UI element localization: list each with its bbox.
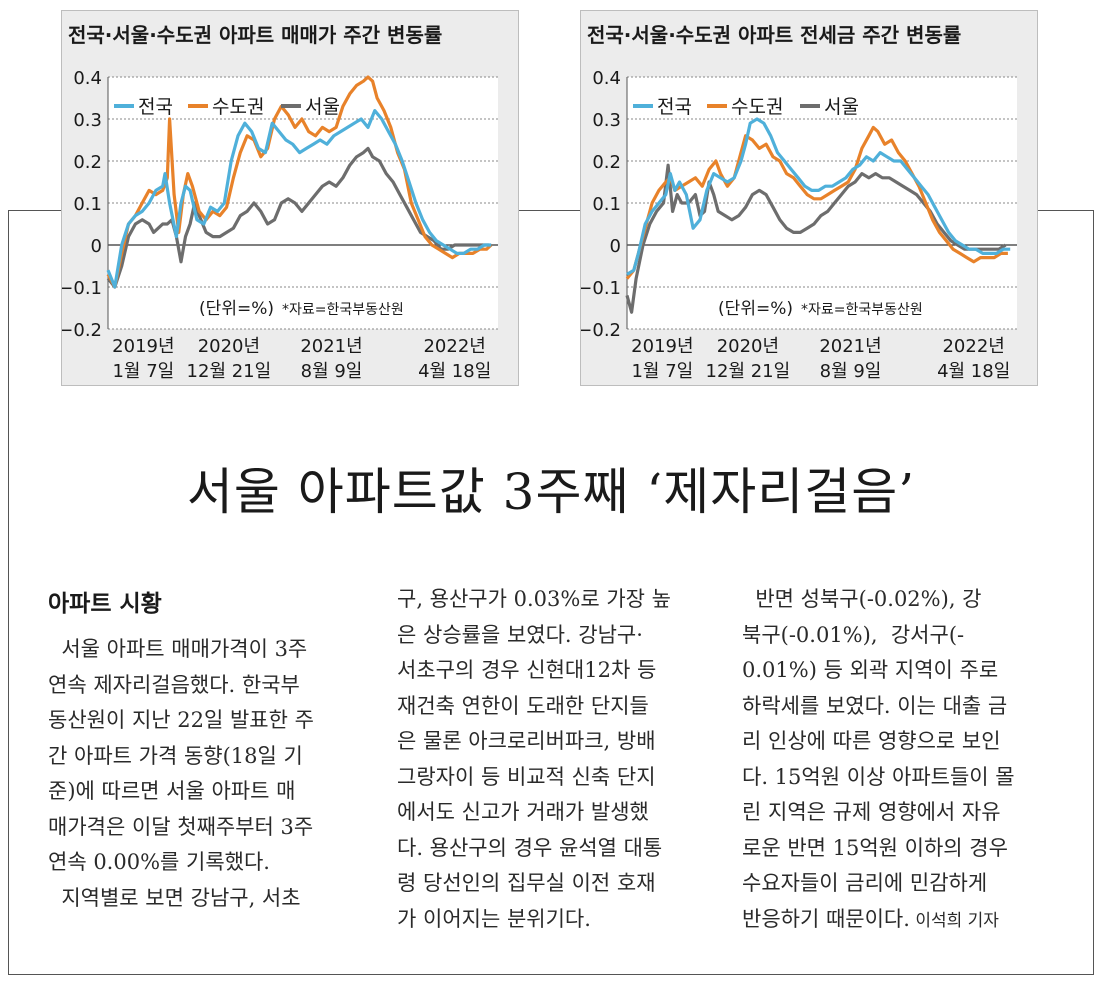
article-line: 그랑자이 등 비교적 신축 단지 bbox=[397, 764, 656, 789]
article-line: 가 이어지는 분위기다. bbox=[397, 906, 591, 931]
article-line: 에서도 신고가 거래가 발생했 bbox=[397, 800, 649, 824]
y-tick-label: −0.1 bbox=[62, 278, 102, 299]
article-headline: 서울 아파트값 3주째 ‘제자리걸음’ bbox=[186, 463, 916, 521]
y-tick-label: 0 bbox=[91, 236, 102, 257]
x-tick-year: 2020년 bbox=[198, 336, 260, 357]
series-line-metro bbox=[106, 75, 493, 289]
series-line-metro bbox=[625, 125, 1008, 280]
unit-note: (단위=%) bbox=[199, 299, 274, 319]
article-line: 구, 용산구가 0.03%로 가장 높 bbox=[397, 587, 671, 611]
article-line: 서울 아파트 매매가격이 3주 bbox=[48, 637, 308, 661]
article-line: 연속 제자리걸음했다. 한국부 bbox=[48, 672, 300, 697]
y-tick-label: −0.2 bbox=[581, 320, 621, 341]
chart-title: 전국·서울·수도권 아파트 전세금 주간 변동률 bbox=[587, 23, 961, 47]
article-line: 다. 용산구의 경우 윤석열 대통 bbox=[397, 835, 663, 860]
x-tick-year: 2021년 bbox=[300, 336, 362, 357]
article-line: 하락세를 보였다. 이는 대출 금 bbox=[742, 693, 1008, 718]
x-tick-date: 4월 18일 bbox=[418, 361, 491, 382]
series-line-national bbox=[626, 117, 1011, 276]
byline: 이석희 기자 bbox=[909, 910, 999, 931]
x-tick-year: 2022년 bbox=[423, 336, 485, 357]
y-tick-label: 0.2 bbox=[592, 152, 621, 173]
x-tick-date: 1월 7일 bbox=[112, 361, 174, 382]
article-line: 지역별로 보면 강남구, 서초 bbox=[48, 885, 301, 910]
section-title: 아파트 시황 bbox=[48, 591, 162, 617]
article-line: 은 상승률을 보였다. 강남구· bbox=[397, 622, 643, 647]
article-line: 수요자들이 금리에 민감하게 bbox=[742, 871, 988, 895]
article-line: 반응하기 때문이다. 이석희 기자 bbox=[742, 906, 999, 931]
x-tick-date: 8월 9일 bbox=[820, 361, 882, 382]
article-line: 령 당선인의 집무실 이전 호재 bbox=[397, 871, 656, 895]
article-line: 다. 15억원 이상 아파트들이 몰 bbox=[742, 764, 1015, 789]
article-line: 서초구의 경우 신현대12차 등 bbox=[397, 658, 657, 682]
x-tick-date: 12월 21일 bbox=[187, 361, 272, 382]
y-tick-label: 0.1 bbox=[73, 194, 102, 215]
article-line: 린 지역은 규제 영향에서 자유 bbox=[742, 800, 1001, 824]
article-line: 북구(-0.01%), 강서구(- bbox=[742, 622, 965, 647]
series-line-national bbox=[106, 108, 492, 289]
x-tick-year: 2021년 bbox=[819, 336, 881, 357]
series-line-seoul bbox=[106, 146, 489, 289]
x-tick-year: 2022년 bbox=[942, 336, 1004, 357]
y-tick-label: −0.2 bbox=[62, 320, 102, 341]
y-tick-label: 0.4 bbox=[592, 68, 621, 89]
article-line: 0.01%) 등 외곽 지역이 주로 bbox=[742, 658, 999, 682]
legend-label: 서울 bbox=[824, 96, 859, 118]
article-line: 간 아파트 가격 동향(18일 기 bbox=[48, 743, 303, 768]
x-tick-date: 8월 9일 bbox=[301, 361, 363, 382]
x-tick-year: 2019년 bbox=[631, 336, 693, 357]
y-tick-label: 0.3 bbox=[592, 110, 621, 131]
sale-price-chart: 전국·서울·수도권 아파트 매매가 주간 변동률 0.4 0.3 0.2 0.1 0 −0.… bbox=[61, 10, 519, 386]
source-note: *자료=한국부동산원 bbox=[282, 302, 404, 318]
unit-note: (단위=%) bbox=[718, 299, 793, 319]
article-line: 로운 반면 15억원 이하의 경우 bbox=[742, 835, 1008, 860]
article-line: 리 인상에 따른 영향으로 보인 bbox=[742, 729, 1001, 753]
legend-label: 전국 bbox=[138, 96, 173, 118]
y-tick-label: 0.2 bbox=[73, 152, 102, 173]
article-line: 연속 0.00%를 기록했다. bbox=[48, 850, 270, 874]
y-tick-label: 0 bbox=[610, 236, 621, 257]
y-tick-label: 0.4 bbox=[73, 68, 102, 89]
x-tick-date: 1월 7일 bbox=[631, 361, 693, 382]
source-note: *자료=한국부동산원 bbox=[801, 302, 923, 318]
article-line: 준)에 따르면 서울 아파트 매 bbox=[48, 779, 296, 803]
y-tick-label: −0.1 bbox=[581, 278, 621, 299]
article-line: 은 물론 아크로리버파크, 방배 bbox=[397, 729, 656, 753]
article-frame bbox=[8, 210, 1094, 975]
x-tick-year: 2019년 bbox=[112, 336, 174, 357]
article-line: 재건축 연한이 도래한 단지들 bbox=[397, 693, 649, 718]
article-line: 반면 성북구(-0.02%), 강 bbox=[742, 587, 982, 611]
jeonse-chart: 전국·서울·수도권 아파트 전세금 주간 변동률 0.4 0.3 0.2 0.1 0 −0.… bbox=[580, 10, 1038, 386]
legend-label: 수도권 bbox=[212, 96, 264, 118]
chart-svg: 전국·서울·수도권 아파트 전세금 주간 변동률 0.4 0.3 0.2 0.1 0 −0.… bbox=[581, 23, 1017, 382]
y-tick-label: 0.1 bbox=[592, 194, 621, 215]
legend-label: 서울 bbox=[305, 96, 340, 118]
chart-svg: 전국·서울·수도권 아파트 매매가 주간 변동률 0.4 0.3 0.2 0.1 0 −0.… bbox=[62, 23, 498, 382]
chart-title: 전국·서울·수도권 아파트 매매가 주간 변동률 bbox=[68, 23, 442, 47]
article-line: 동산원이 지난 22일 발표한 주 bbox=[48, 708, 314, 732]
article-line: 매가격은 이달 첫째주부터 3주 bbox=[48, 814, 314, 839]
series-line-seoul bbox=[625, 163, 1007, 314]
x-tick-date: 12월 21일 bbox=[706, 361, 791, 382]
x-tick-date: 4월 18일 bbox=[937, 361, 1010, 382]
legend-label: 전국 bbox=[657, 96, 692, 118]
legend-label: 수도권 bbox=[731, 96, 783, 118]
y-tick-label: 0.3 bbox=[73, 110, 102, 131]
x-tick-year: 2020년 bbox=[717, 336, 779, 357]
